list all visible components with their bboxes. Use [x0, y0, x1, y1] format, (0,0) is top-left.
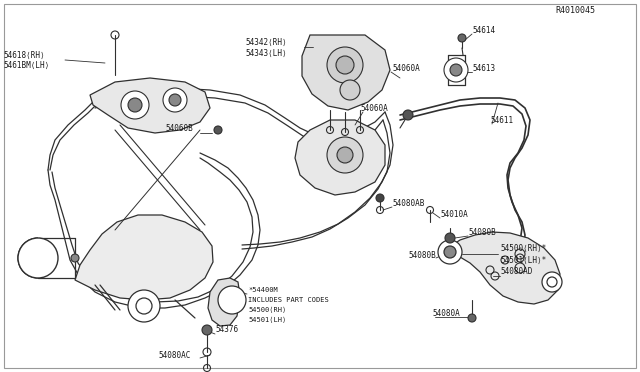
Circle shape: [336, 56, 354, 74]
Polygon shape: [75, 215, 213, 300]
Circle shape: [18, 238, 58, 278]
Circle shape: [128, 98, 142, 112]
Text: 54618⟨RH⟩: 54618⟨RH⟩: [3, 51, 45, 60]
Text: 5461BM⟨LH⟩: 5461BM⟨LH⟩: [3, 61, 49, 70]
Text: 54080A: 54080A: [432, 308, 460, 317]
Circle shape: [202, 325, 212, 335]
Text: 54343⟨LH⟩: 54343⟨LH⟩: [245, 48, 287, 58]
Circle shape: [444, 246, 456, 258]
Text: 54501⟨LH⟩*: 54501⟨LH⟩*: [500, 256, 547, 264]
Text: INCLUDES PART CODES: INCLUDES PART CODES: [248, 297, 329, 303]
Circle shape: [403, 110, 413, 120]
Circle shape: [444, 58, 468, 82]
Circle shape: [71, 254, 79, 262]
Circle shape: [327, 47, 363, 83]
Text: 54080B: 54080B: [468, 228, 496, 237]
Circle shape: [327, 137, 363, 173]
Circle shape: [438, 240, 462, 264]
Text: 54500⟨RH⟩: 54500⟨RH⟩: [248, 307, 286, 313]
Polygon shape: [90, 78, 210, 133]
Polygon shape: [440, 232, 560, 304]
Circle shape: [169, 94, 181, 106]
Text: 54080AC: 54080AC: [158, 350, 190, 359]
Text: *54400M: *54400M: [248, 287, 278, 293]
Text: 54611: 54611: [490, 115, 513, 125]
Text: 54613: 54613: [472, 64, 495, 73]
Circle shape: [445, 233, 455, 243]
Circle shape: [163, 88, 187, 112]
Text: 54060A: 54060A: [392, 64, 420, 73]
Text: 54376: 54376: [215, 326, 238, 334]
Text: 54501⟨LH⟩: 54501⟨LH⟩: [248, 317, 286, 323]
Circle shape: [376, 194, 384, 202]
Circle shape: [218, 286, 246, 314]
Text: 54080AD: 54080AD: [500, 267, 532, 276]
Text: 54614: 54614: [472, 26, 495, 35]
Circle shape: [121, 91, 149, 119]
Circle shape: [340, 80, 360, 100]
Text: 54010A: 54010A: [440, 209, 468, 218]
Text: 54060A: 54060A: [360, 103, 388, 112]
Text: 54500⟨RH⟩*: 54500⟨RH⟩*: [500, 244, 547, 253]
Polygon shape: [295, 120, 385, 195]
Text: R4010045: R4010045: [555, 6, 595, 15]
Circle shape: [337, 147, 353, 163]
Circle shape: [468, 314, 476, 322]
Polygon shape: [302, 35, 390, 110]
Circle shape: [458, 34, 466, 42]
Circle shape: [214, 126, 222, 134]
Circle shape: [542, 272, 562, 292]
Text: 54342⟨RH⟩: 54342⟨RH⟩: [245, 38, 287, 46]
Polygon shape: [208, 278, 240, 326]
Circle shape: [450, 64, 462, 76]
Text: 54060B: 54060B: [165, 124, 193, 132]
Text: 54080B: 54080B: [408, 250, 436, 260]
Circle shape: [128, 290, 160, 322]
Text: 54080AB: 54080AB: [392, 199, 424, 208]
